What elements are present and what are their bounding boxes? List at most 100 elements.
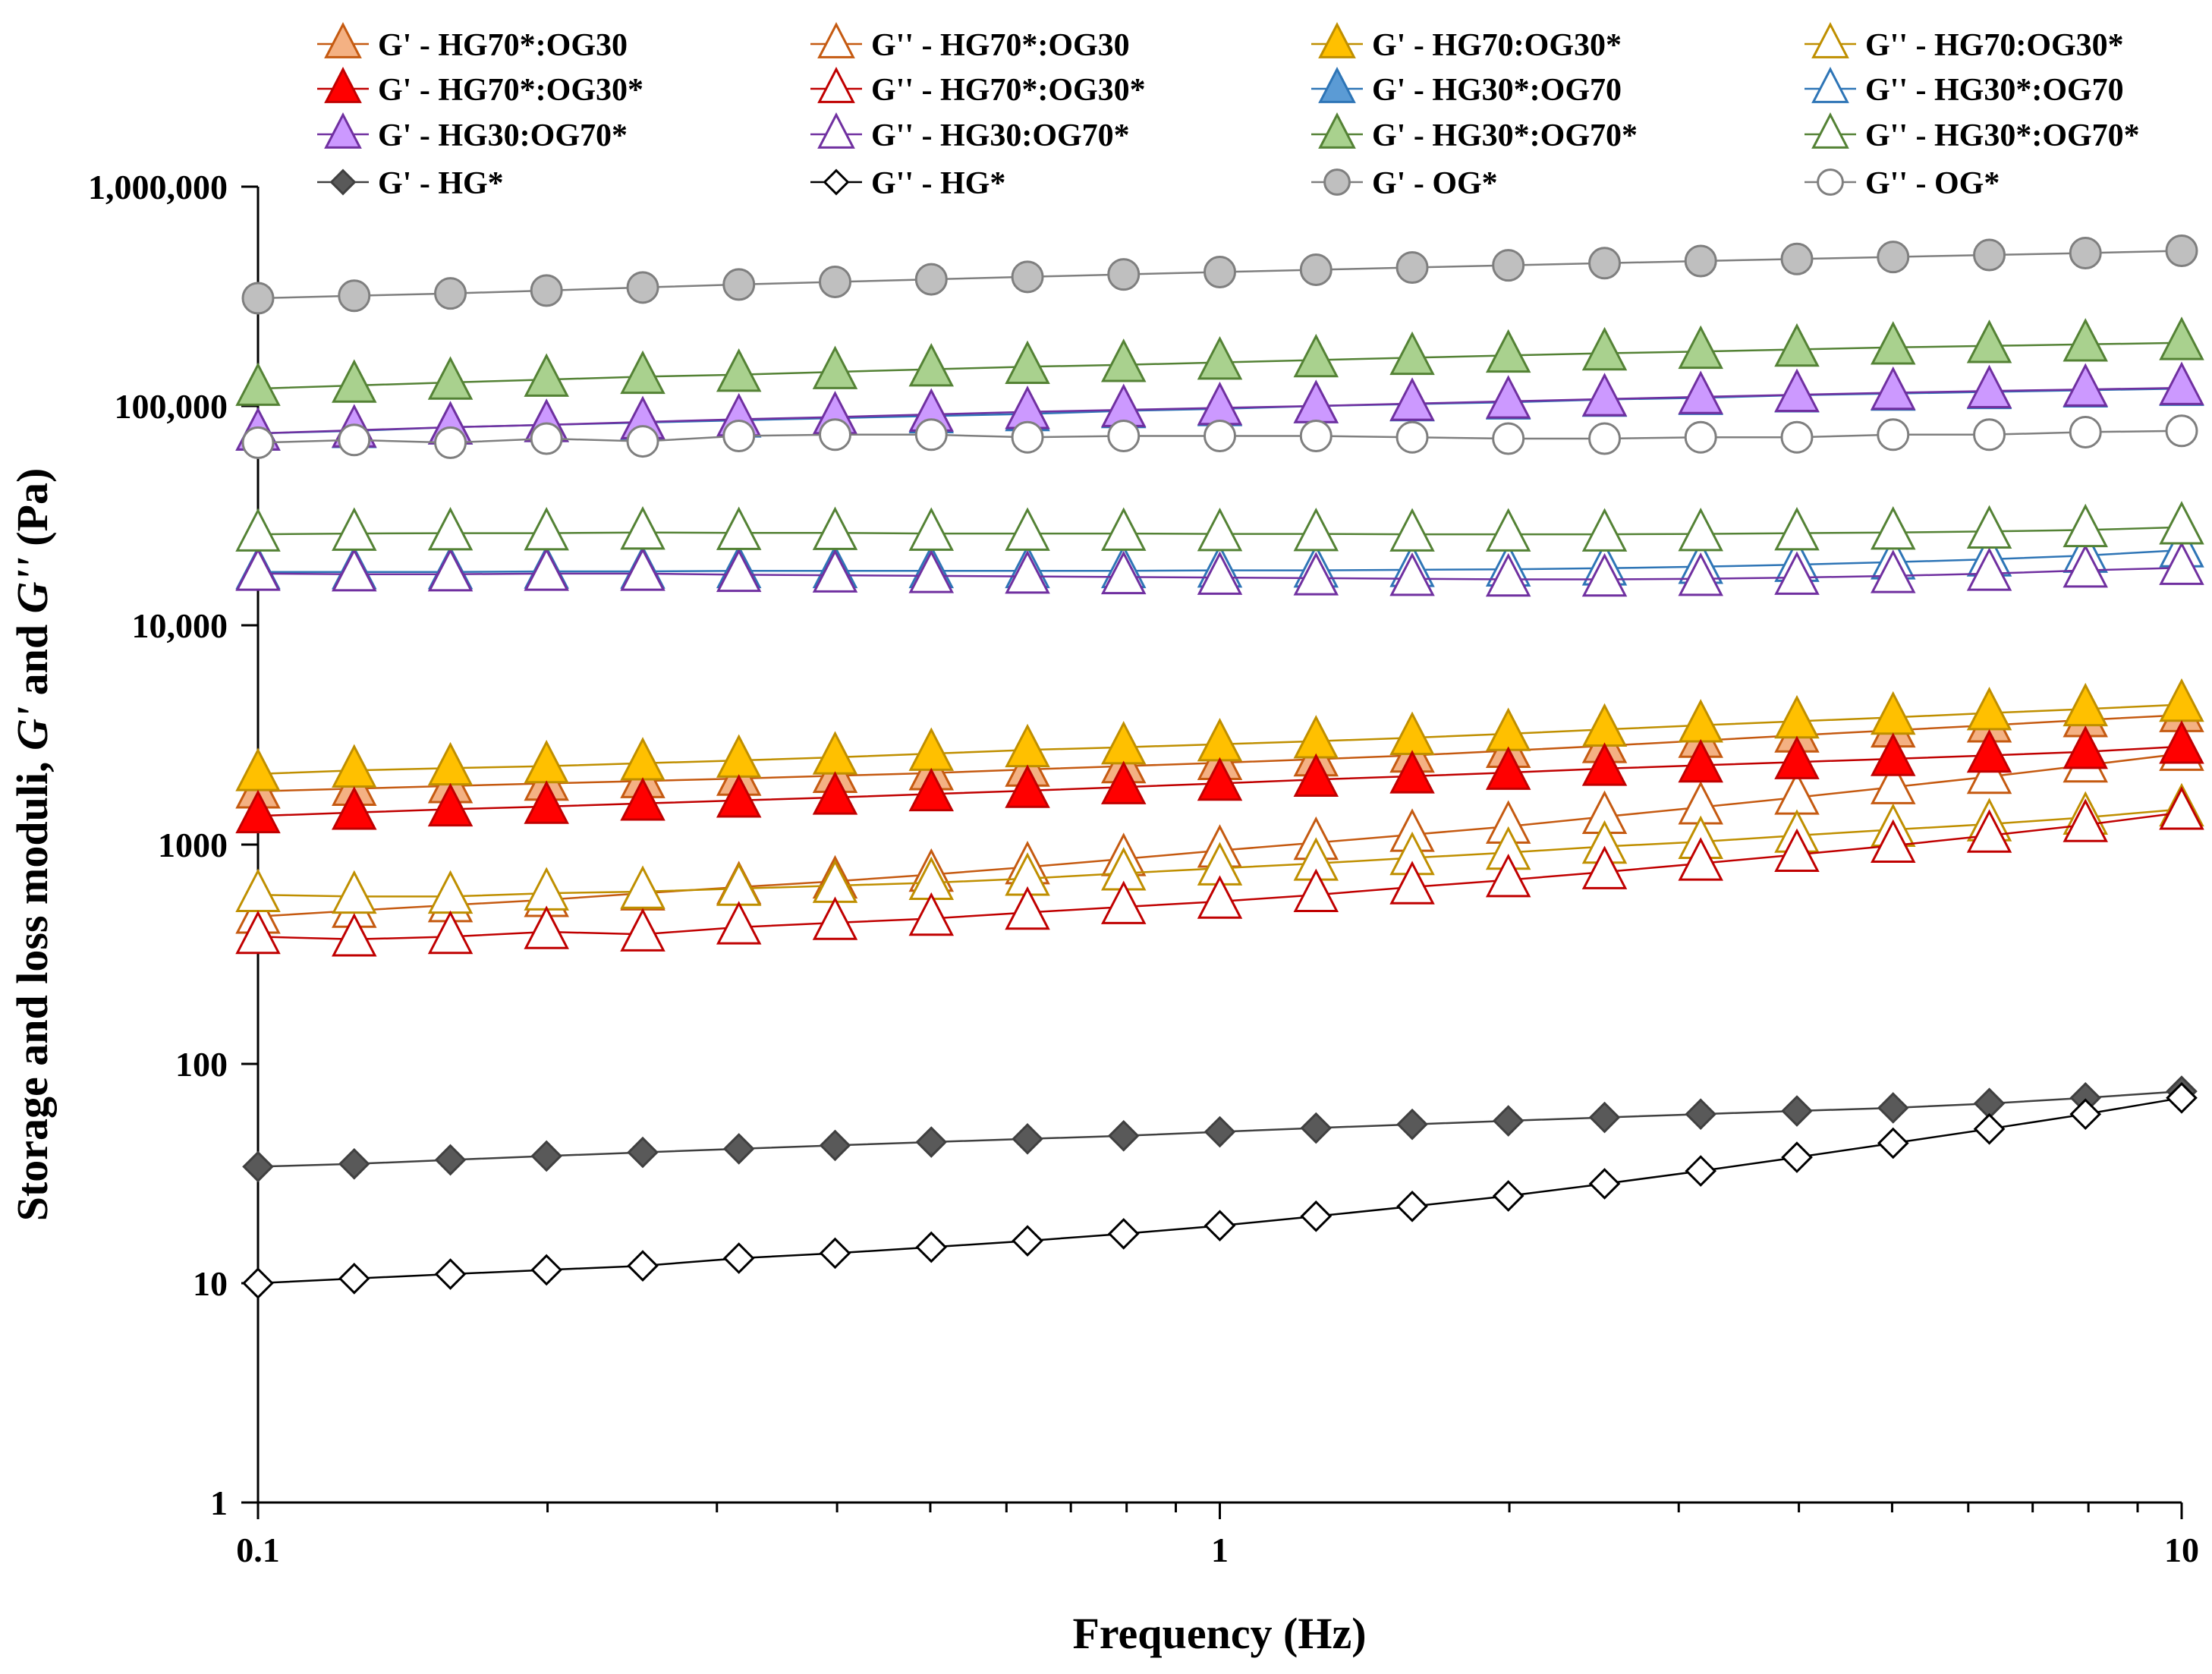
data-point <box>1395 420 1429 454</box>
data-point <box>242 1150 274 1183</box>
legend-label: G'' - HG70*:OG30* <box>871 73 1146 108</box>
data-point <box>1293 507 1339 552</box>
data-point <box>1389 508 1435 552</box>
data-point <box>1197 507 1243 552</box>
data-point <box>1774 551 1820 595</box>
legend-item: G' - HG* <box>317 166 504 201</box>
data-point <box>1678 325 1723 370</box>
data-point <box>1581 508 1628 552</box>
data-point <box>427 910 474 955</box>
data-point <box>1678 738 1723 783</box>
data-point <box>915 1126 948 1158</box>
y-axis-title-part-1: Storage and loss moduli, <box>8 750 57 1221</box>
data-point <box>1300 1112 1333 1144</box>
legend-label: G'' - HG70*:OG30 <box>871 28 1130 63</box>
data-point <box>338 1263 370 1295</box>
data-point <box>241 282 275 315</box>
data-point <box>332 359 377 403</box>
data-point <box>2069 415 2102 448</box>
data-point <box>1100 338 1147 382</box>
series-13 <box>242 1081 2198 1299</box>
data-point <box>716 506 762 550</box>
data-point <box>1678 552 1723 596</box>
legend-marker <box>1318 67 1356 103</box>
data-point <box>1684 420 1717 454</box>
legend-item: G'' - HG* <box>810 166 1005 201</box>
legend-item: G'' - HG70:OG30* <box>1805 22 2124 63</box>
data-point <box>1012 1123 1043 1155</box>
data-point <box>626 425 659 458</box>
data-point <box>1685 1155 1717 1187</box>
data-point <box>524 507 569 551</box>
data-point <box>620 506 665 550</box>
data-point <box>1204 1115 1236 1148</box>
x-axis-title: Frequency (Hz) <box>1072 1609 1366 1658</box>
legend-item: G' - HG30:OG70* <box>317 112 628 153</box>
data-point <box>2159 541 2204 585</box>
data-point <box>1299 419 1333 452</box>
legend-marker <box>1811 112 1849 149</box>
data-point <box>1581 373 1628 417</box>
data-point <box>332 507 377 551</box>
data-point <box>1485 746 1531 790</box>
data-point <box>914 418 948 452</box>
data-point <box>1685 1098 1717 1131</box>
legend-marker <box>1811 67 1849 103</box>
data-point <box>908 549 955 593</box>
series-11 <box>235 501 2204 552</box>
data-point <box>1966 364 2012 409</box>
data-point <box>1100 507 1147 551</box>
data-point <box>1774 507 1820 551</box>
data-point <box>2063 363 2108 407</box>
legend-label: G' - HG30*:OG70 <box>1372 73 1622 108</box>
legend-item: G' - OG* <box>1311 166 1498 201</box>
data-point <box>1966 728 2012 773</box>
data-point <box>1485 375 1531 419</box>
data-point <box>242 1267 274 1299</box>
data-point <box>427 356 474 400</box>
data-point <box>722 1242 755 1274</box>
legend-marker <box>1817 168 1844 196</box>
data-point <box>620 908 665 952</box>
data-point <box>332 786 377 830</box>
data-point <box>1485 508 1531 552</box>
data-point <box>1780 420 1814 454</box>
legend-marker <box>1811 22 1849 58</box>
data-point <box>1871 321 1916 365</box>
series-14 <box>241 234 2198 315</box>
data-point <box>530 1254 562 1286</box>
x-tick-label: 10 <box>2164 1531 2199 1569</box>
data-point <box>2069 1098 2102 1131</box>
legend-item: G' - HG70:OG30* <box>1311 22 1622 63</box>
data-point <box>1197 335 1243 380</box>
data-point <box>1107 1218 1140 1250</box>
data-point <box>2063 798 2108 842</box>
y-axis-title: Storage and loss moduli, G' and G'' (Pa) <box>8 468 57 1222</box>
data-point <box>620 777 665 821</box>
legend-label: G' - OG* <box>1372 166 1498 201</box>
data-point <box>2165 234 2198 268</box>
data-point <box>812 896 858 940</box>
data-point <box>1389 861 1435 905</box>
data-point <box>524 547 569 591</box>
data-point <box>620 350 665 395</box>
x-tick-label: 1 <box>1211 1531 1229 1569</box>
data-point <box>819 1129 851 1162</box>
y-axis-title-g-prime: G' <box>8 706 57 750</box>
legend-item: G'' - HG70*:OG30 <box>810 22 1130 63</box>
y-tick-label: 1000 <box>158 826 228 864</box>
data-point <box>1581 742 1628 786</box>
legend-label: G'' - HG30*:OG70 <box>1865 73 2124 108</box>
legend-item: G'' - HG30*:OG70* <box>1805 112 2140 153</box>
data-point <box>2069 237 2102 270</box>
series-10 <box>235 316 2204 406</box>
data-point <box>1871 506 1916 550</box>
legend-item: G'' - HG30:OG70* <box>810 112 1130 153</box>
data-point <box>1204 1210 1236 1241</box>
data-point <box>1966 319 2012 363</box>
data-point <box>716 774 762 818</box>
data-point <box>235 910 281 955</box>
data-point <box>434 426 467 459</box>
legend-item: G'' - HG30*:OG70 <box>1805 67 2124 108</box>
